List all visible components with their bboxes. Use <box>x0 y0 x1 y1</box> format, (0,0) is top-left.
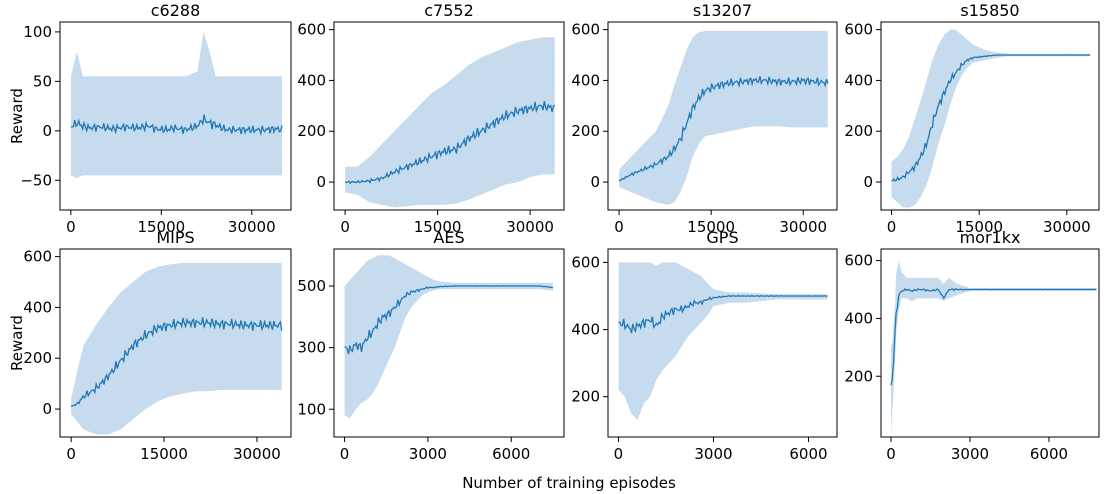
x-tick-label: 0 <box>887 218 897 236</box>
y-tick-label: 500 <box>297 277 326 295</box>
band-c7552 <box>345 37 555 208</box>
band-AES <box>344 255 553 419</box>
x-tick-label: 30000 <box>228 218 276 236</box>
band-MIPS <box>71 263 282 435</box>
y-tick-label: 100 <box>297 400 326 418</box>
y-tick-label: 600 <box>844 252 873 270</box>
y-tick-label: 600 <box>23 248 52 266</box>
y-tick-label: 400 <box>23 298 52 316</box>
mean-line-s13207 <box>618 76 829 182</box>
x-tick-label: 6000 <box>492 445 530 463</box>
y-tick-label: 400 <box>571 321 600 339</box>
chart-title-AES: AES <box>433 228 464 247</box>
x-tick-label: 0 <box>614 218 624 236</box>
mean-line-GPS <box>618 294 828 334</box>
y-tick-label: 0 <box>590 173 600 191</box>
x-tick-label: 3000 <box>694 445 732 463</box>
chart-title-c6288: c6288 <box>151 1 201 20</box>
y-tick-label: 600 <box>571 21 600 39</box>
axes-frame-s13207 <box>607 21 838 211</box>
x-tick-label: 6000 <box>789 445 827 463</box>
x-tick-label: 0 <box>66 218 76 236</box>
x-tick-label: 30000 <box>779 218 827 236</box>
band-s13207 <box>619 30 828 205</box>
mean-line-c7552 <box>344 101 556 185</box>
chart-title-c7552: c7552 <box>424 1 474 20</box>
x-axis-label: Number of training episodes <box>462 474 676 492</box>
y-tick-label: 0 <box>863 173 873 191</box>
y-tick-label: 400 <box>844 71 873 89</box>
mean-line-mor1kx <box>890 287 1097 386</box>
band-GPS <box>618 262 828 421</box>
x-tick-label: 3000 <box>951 445 989 463</box>
x-tick-label: 0 <box>66 445 76 463</box>
chart-title-GPS: GPS <box>706 228 738 247</box>
y-tick-label: 200 <box>297 122 326 140</box>
y-tick-label: 0 <box>316 173 326 191</box>
x-tick-label: 15000 <box>137 218 185 236</box>
x-tick-label: 30000 <box>233 445 281 463</box>
axes-frame-GPS <box>607 248 838 438</box>
y-tick-label: 200 <box>844 367 873 385</box>
y-tick-label: 400 <box>571 71 600 89</box>
x-tick-label: 15000 <box>687 218 735 236</box>
chart-title-MIPS: MIPS <box>156 228 194 247</box>
y-tick-label: 0 <box>42 122 52 140</box>
y-tick-label: 200 <box>571 122 600 140</box>
mean-line-s15850 <box>891 54 1091 182</box>
y-tick-label: 300 <box>297 339 326 357</box>
x-tick-label: 0 <box>614 445 624 463</box>
x-tick-label: 15000 <box>140 445 188 463</box>
x-tick-label: 15000 <box>414 218 462 236</box>
band-mor1kx <box>891 260 1097 435</box>
x-tick-label: 30000 <box>506 218 554 236</box>
mean-line-AES <box>344 285 554 355</box>
chart-title-s15850: s15850 <box>960 1 1019 20</box>
y-tick-label: 400 <box>844 309 873 327</box>
band-s15850 <box>891 29 1091 208</box>
y-tick-label: 200 <box>571 388 600 406</box>
y-tick-label: 0 <box>42 400 52 418</box>
axes-frame-s15850 <box>880 21 1100 211</box>
y-tick-label: 200 <box>844 122 873 140</box>
y-tick-label: 400 <box>297 71 326 89</box>
y-tick-label: 600 <box>844 21 873 39</box>
y-tick-label: 600 <box>297 21 326 39</box>
y-axis-label: Reward <box>8 315 26 371</box>
axes-frame-AES <box>333 248 565 438</box>
y-tick-label: 200 <box>23 349 52 367</box>
y-axis-label: Reward <box>8 88 26 144</box>
x-tick-label: 0 <box>886 445 896 463</box>
axes-frame-c6288 <box>59 21 292 211</box>
axes-frame-c7552 <box>333 21 565 211</box>
y-tick-label: 100 <box>23 23 52 41</box>
x-tick-label: 15000 <box>955 218 1003 236</box>
x-tick-label: 6000 <box>1030 445 1068 463</box>
band-c6288 <box>70 31 283 179</box>
x-tick-label: 3000 <box>409 445 447 463</box>
x-tick-label: 30000 <box>1043 218 1091 236</box>
axes-frame-mor1kx <box>880 248 1100 438</box>
chart-title-s13207: s13207 <box>693 1 752 20</box>
axes-frame-MIPS <box>59 248 292 438</box>
x-tick-label: 0 <box>340 218 350 236</box>
chart-title-mor1kx: mor1kx <box>960 228 1021 247</box>
y-tick-label: −50 <box>20 171 52 189</box>
x-tick-label: 0 <box>340 445 350 463</box>
mean-line-MIPS <box>70 317 283 408</box>
y-tick-label: 600 <box>571 253 600 271</box>
y-tick-label: 50 <box>33 72 52 90</box>
mean-line-c6288 <box>70 114 283 137</box>
